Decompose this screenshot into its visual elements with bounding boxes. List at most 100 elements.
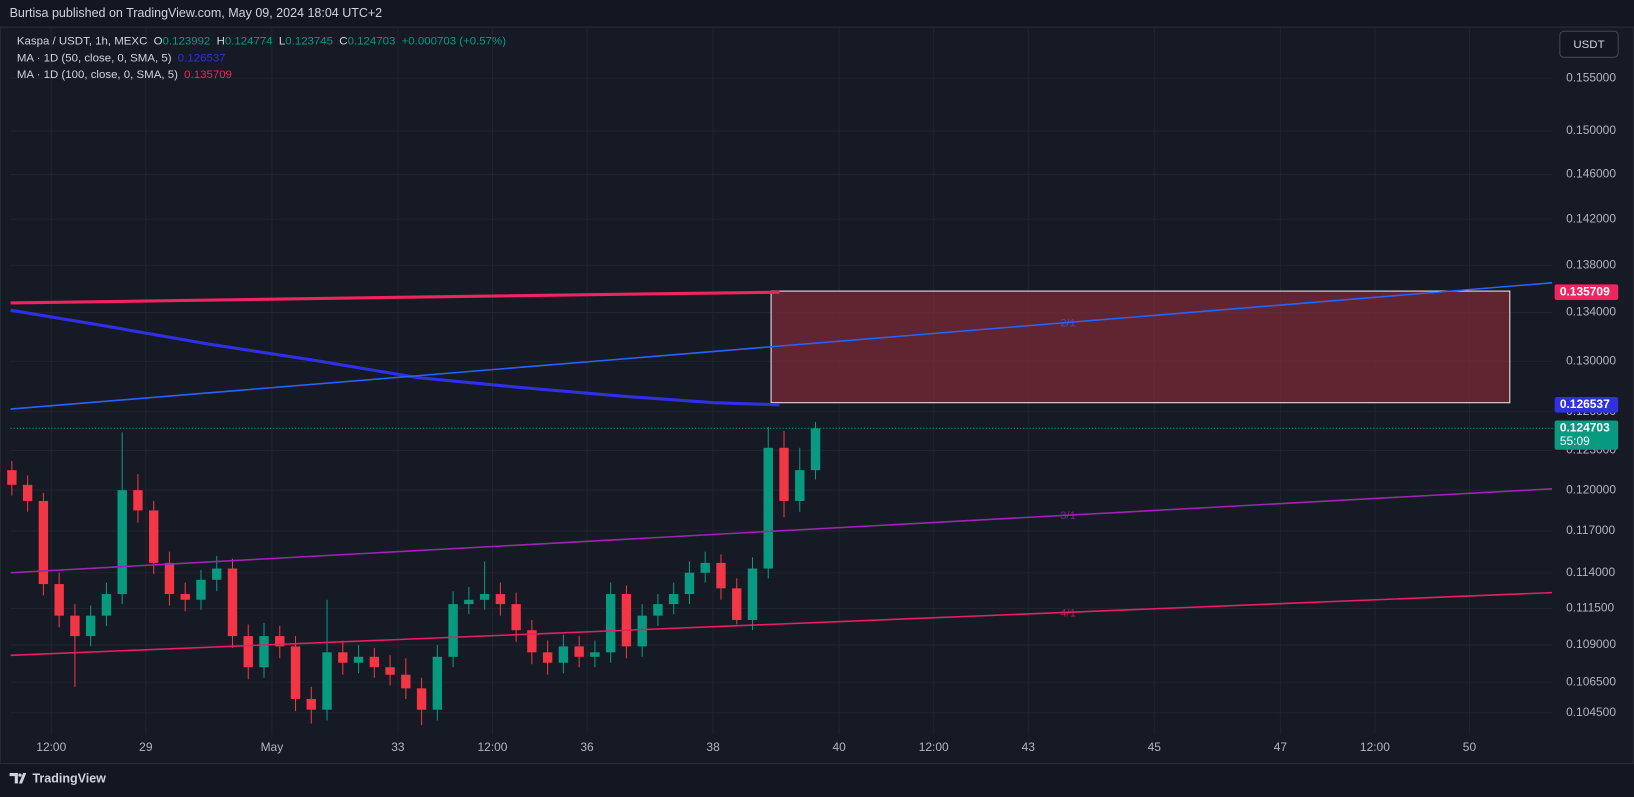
- candle-body: [621, 594, 632, 647]
- currency[interactable]: USDT: [1573, 39, 1604, 51]
- y-tick-label: 0.117000: [1566, 523, 1615, 537]
- candle-body: [212, 568, 222, 580]
- line: [10, 488, 1553, 574]
- x-tick-label: 12:00: [1360, 740, 1390, 754]
- y-tick-label: 0.111500: [1566, 601, 1614, 615]
- line-label: 4/1: [1060, 607, 1076, 619]
- candle-body: [401, 674, 411, 689]
- ohlc-value: 0.124774: [225, 36, 273, 48]
- candle-body: [700, 562, 710, 573]
- ohlc-key: H: [217, 36, 225, 48]
- line-label: 2/1: [1060, 318, 1076, 330]
- x-tick-label: 45: [1148, 740, 1162, 754]
- candle-body: [164, 562, 175, 595]
- x-tick-label: 33: [391, 740, 405, 754]
- y-tick-label: 0.130000: [1566, 354, 1616, 368]
- candle-body: [669, 594, 679, 605]
- candle-body: [322, 652, 332, 710]
- candle-body: [558, 646, 569, 663]
- y-tick-label: 0.138000: [1566, 257, 1616, 271]
- candle-body: [464, 599, 474, 605]
- close-tag: 0.124703: [1560, 421, 1610, 435]
- ohlc-value: 0.123745: [285, 36, 333, 48]
- y-tick-label: 0.150000: [1566, 123, 1616, 137]
- ma-name: MA · 1D (100, close, 0, SMA, 5): [17, 69, 178, 81]
- ohlc-value: 0.124703: [348, 36, 396, 48]
- candle-body: [353, 656, 364, 663]
- candle-body: [732, 588, 742, 621]
- candle-body: [495, 594, 506, 605]
- ma-legend: MA · 1D (100, close, 0, SMA, 5) 0.135709: [17, 69, 232, 81]
- close-tag-box: [1554, 420, 1619, 450]
- y-tick-label: 0.142000: [1566, 211, 1616, 225]
- candle-body: [85, 615, 96, 637]
- line: [10, 282, 1553, 410]
- candle-body: [306, 698, 316, 710]
- y-tick-label: 0.106500: [1566, 674, 1616, 688]
- line: [10, 591, 1553, 657]
- candle-body: [590, 652, 600, 657]
- candle-body: [275, 636, 285, 647]
- logo-dot: [18, 773, 22, 777]
- x-tick-label: 29: [139, 740, 153, 754]
- x-tick-label: 36: [580, 740, 594, 754]
- x-tick-label: 47: [1274, 740, 1288, 754]
- x-tick-label: 12:00: [919, 740, 949, 754]
- logo: [9, 773, 27, 784]
- publisher: Burtisa published on TradingView.com, Ma…: [10, 6, 383, 20]
- y-tick-label: 0.155000: [1566, 70, 1616, 84]
- candle-body: [22, 484, 33, 501]
- candle-body: [716, 562, 726, 589]
- candle-body: [763, 447, 773, 569]
- symbol: Kaspa / USDT, 1h, MEXC: [17, 36, 147, 48]
- candle-body: [101, 594, 112, 616]
- ma-value: 0.126537: [178, 52, 226, 64]
- candle-body: [779, 447, 789, 501]
- brand: TradingView: [9, 772, 106, 786]
- y-tick-label: 0.114000: [1566, 565, 1615, 579]
- x-tick-label: 50: [1463, 740, 1477, 754]
- line: [10, 290, 780, 305]
- currency-button[interactable]: USDT: [1559, 30, 1619, 58]
- button-frame[interactable]: [1559, 30, 1619, 58]
- x-tick-label: 40: [832, 740, 846, 754]
- candle-body: [385, 667, 395, 675]
- x-tick-label: 43: [1022, 740, 1036, 754]
- ma-value: 0.135709: [184, 69, 232, 81]
- candle-body: [511, 604, 521, 631]
- candle-body: [117, 490, 127, 595]
- candle-body: [38, 500, 49, 585]
- y-tick-label: 0.146000: [1566, 167, 1616, 181]
- candle-body: [369, 656, 379, 668]
- plot: 2/1 3/1 4/1: [7, 282, 1553, 726]
- change: +0.000703 (+0.57%): [402, 36, 507, 48]
- y-tick-label: 0.134000: [1566, 305, 1616, 319]
- candle-body: [7, 470, 17, 485]
- candle-body: [133, 490, 143, 511]
- candle-body: [259, 636, 269, 668]
- candle-body: [338, 652, 348, 663]
- y-tick-label: 0.109000: [1566, 637, 1616, 651]
- y-tick-label: 0.104500: [1566, 705, 1616, 719]
- y-tick-label: 0.120000: [1566, 482, 1616, 496]
- ma-tag: 0.135709: [1560, 284, 1610, 298]
- candle-body: [416, 688, 427, 710]
- line: [10, 308, 780, 407]
- candle-body: [527, 630, 537, 653]
- candle-body: [574, 646, 584, 657]
- candle-body: [653, 604, 663, 616]
- candle-body: [149, 510, 159, 563]
- candle-body: [479, 594, 490, 600]
- symbol-line: Kaspa / USDT, 1h, MEXC O0.123992 H0.124774…: [17, 36, 506, 48]
- ohlc-key: C: [339, 36, 347, 48]
- x-tick-label: 38: [706, 740, 720, 754]
- candle-body: [54, 584, 64, 616]
- candle-body: [227, 568, 238, 637]
- candle-body: [684, 572, 695, 595]
- candle-body: [448, 604, 458, 657]
- candle-body: [605, 594, 616, 653]
- close-tag-extra: 55:09: [1560, 434, 1590, 448]
- candle-body: [180, 594, 190, 600]
